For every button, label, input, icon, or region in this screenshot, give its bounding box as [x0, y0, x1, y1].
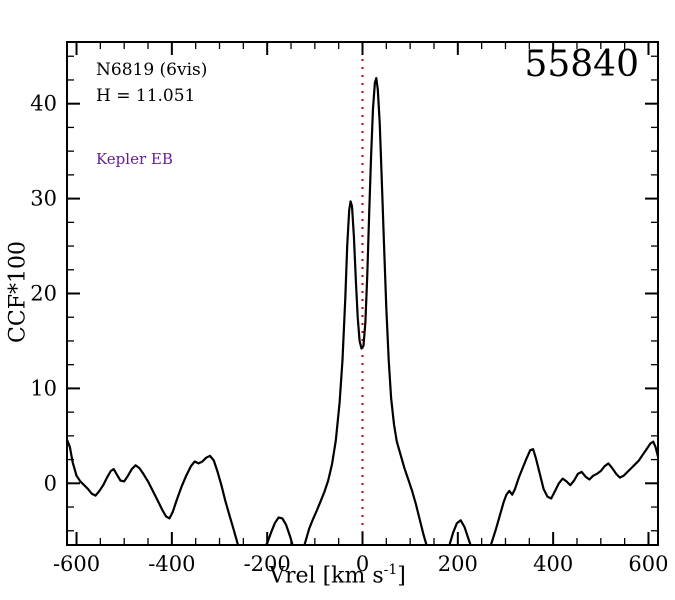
svg-text:0: 0 [356, 552, 369, 576]
object-name-label: N6819 (6vis) [96, 60, 208, 80]
target-id-label: 55840 [524, 44, 639, 85]
classification-label: Kepler EB [96, 150, 173, 168]
svg-text:600: 600 [628, 552, 668, 576]
svg-text:40: 40 [30, 92, 57, 116]
x-axis-title-superscript: -1 [383, 562, 398, 578]
svg-text:20: 20 [30, 282, 57, 306]
svg-text:400: 400 [533, 552, 573, 576]
h-magnitude-label: H = 11.051 [96, 86, 196, 106]
y-axis-title: CCF*100 [5, 241, 31, 343]
svg-text:10: 10 [30, 376, 57, 400]
svg-text:30: 30 [30, 187, 57, 211]
svg-text:0: 0 [44, 471, 57, 495]
svg-text:-200: -200 [244, 552, 291, 576]
x-axis-title: Vrel [km s-1] [0, 562, 675, 588]
x-axis-title-main: Vrel [km s [269, 563, 384, 589]
svg-text:200: 200 [438, 552, 478, 576]
svg-text:-400: -400 [148, 552, 195, 576]
svg-text:-600: -600 [53, 552, 100, 576]
x-axis-title-suffix: ] [397, 563, 406, 589]
